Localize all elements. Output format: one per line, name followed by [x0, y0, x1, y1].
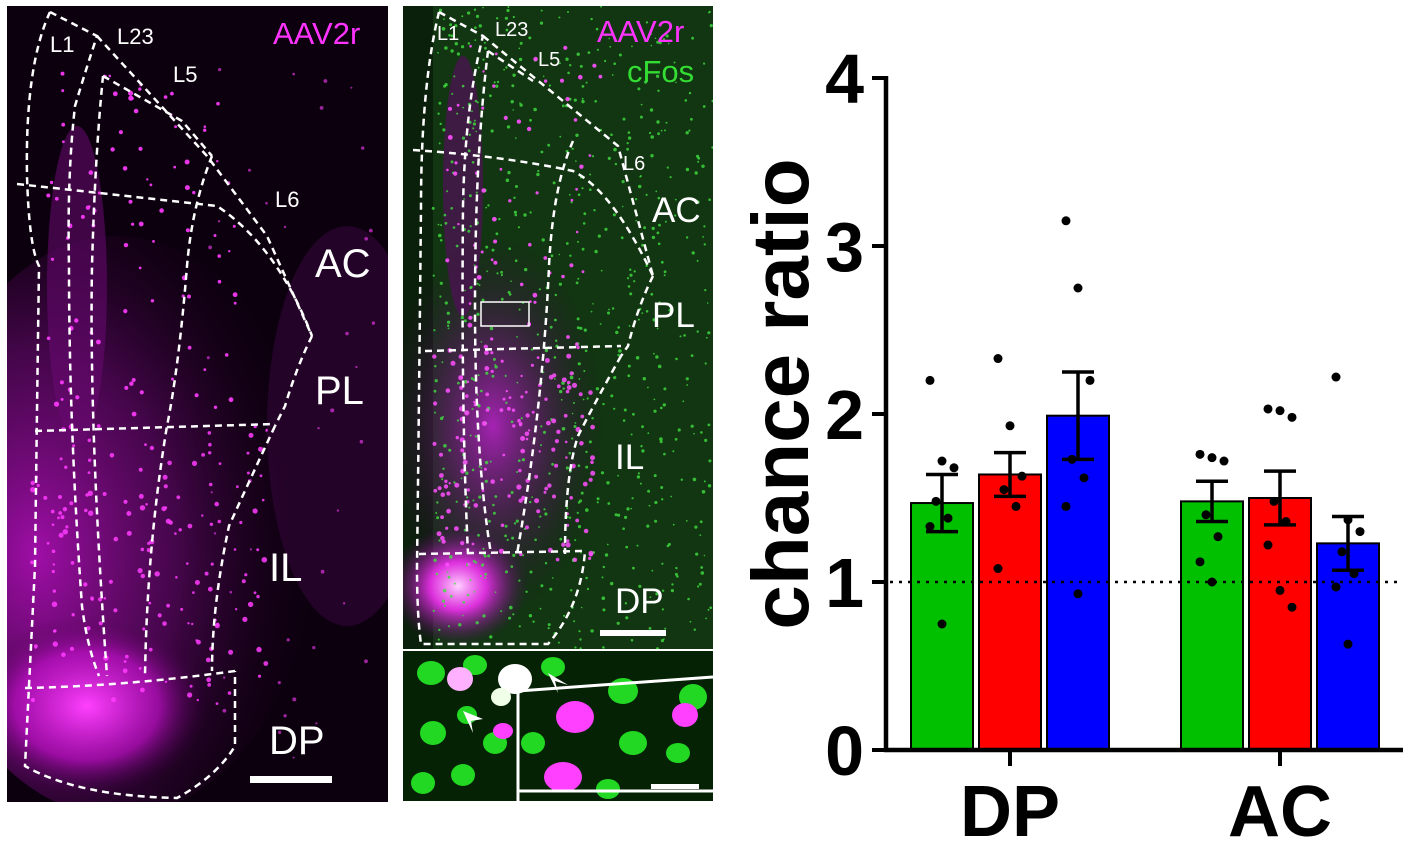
data-point [1011, 501, 1021, 511]
micrograph-aav2r-graphic [7, 6, 388, 802]
region-label-pl: PL [652, 296, 695, 335]
y-axis-label: chance ratio [736, 158, 825, 629]
data-point [1061, 216, 1071, 226]
data-point [1207, 577, 1217, 587]
data-point [1287, 602, 1297, 612]
marker-label-aav2r: AAV2r [273, 16, 361, 51]
data-point [937, 456, 947, 466]
data-point [925, 522, 935, 532]
data-point [1287, 412, 1297, 422]
layer-label-l1: L1 [437, 23, 460, 45]
data-point [1073, 589, 1083, 599]
data-point [1061, 501, 1071, 511]
layer-label-l23: L23 [117, 24, 154, 49]
data-point [1331, 582, 1341, 592]
bar [1180, 500, 1244, 751]
data-point [1067, 454, 1077, 464]
data-point [993, 564, 1003, 574]
marker-label-aav2r: AAV2r [597, 14, 685, 49]
bar [1248, 497, 1312, 751]
x-tick-label: AC [1228, 772, 1332, 846]
micrograph-aav2r-cfos: AAV2r cFos L1 L23 L5 L6 AC PL IL DP [403, 6, 713, 649]
data-point [931, 496, 941, 506]
layer-label-l5: L5 [173, 62, 198, 87]
layer-label-l1: L1 [50, 32, 75, 57]
y-tick-label: 3 [825, 208, 864, 286]
region-label-dp: DP [269, 719, 325, 763]
data-point [1275, 406, 1285, 416]
data-point [925, 375, 935, 385]
x-tick-label: DP [960, 772, 1060, 846]
data-point [1213, 532, 1223, 542]
data-point [937, 619, 947, 629]
data-point [1349, 569, 1359, 579]
marker-label-cfos: cFos [627, 54, 695, 89]
data-point [1079, 473, 1089, 483]
chance-ratio-chart: 0 1 2 3 4 DP AC chance ratio [720, 0, 1425, 851]
layer-label-l5: L5 [538, 49, 561, 71]
region-label-il: IL [615, 438, 645, 477]
data-point [949, 463, 959, 473]
y-tick-label: 4 [825, 40, 864, 118]
region-label-ac: AC [652, 191, 701, 230]
data-point [1343, 639, 1353, 649]
data-point [1005, 421, 1015, 431]
region-label-ac: AC [315, 242, 371, 286]
data-point [1263, 540, 1273, 550]
region-label-il: IL [269, 546, 303, 590]
data-point [1201, 510, 1211, 520]
data-point [943, 513, 953, 523]
data-point [1331, 372, 1341, 382]
layer-label-l23: L23 [495, 19, 529, 41]
data-point [1275, 585, 1285, 595]
region-label-pl: PL [315, 369, 364, 413]
data-point [1017, 471, 1027, 481]
y-tick-label: 1 [825, 544, 864, 622]
layer-label-l6: L6 [623, 153, 646, 175]
data-point [1207, 453, 1217, 463]
data-point [993, 354, 1003, 364]
y-tick-label: 0 [825, 712, 864, 790]
data-point [1337, 547, 1347, 557]
micrograph-aav2r: AAV2r L1 L23 L5 L6 AC PL IL DP [7, 6, 388, 802]
data-point [1355, 527, 1365, 537]
data-point [1073, 283, 1083, 293]
micrograph-aav2r-cfos-graphic [403, 6, 713, 649]
data-point [1195, 449, 1205, 459]
layer-label-l6: L6 [275, 187, 300, 212]
bar [978, 473, 1042, 751]
data-point [1281, 517, 1291, 527]
data-point [1263, 404, 1273, 414]
data-point [1343, 515, 1353, 525]
data-point [1269, 496, 1279, 506]
data-point [1219, 456, 1229, 466]
y-tick-label: 2 [825, 376, 864, 454]
data-point [1195, 557, 1205, 567]
micrograph-inset [403, 651, 713, 801]
region-label-dp: DP [615, 582, 664, 621]
data-point [999, 485, 1009, 495]
data-point [1085, 375, 1095, 385]
chart-svg: 0 1 2 3 4 DP AC chance ratio [736, 40, 1403, 851]
micrograph-inset-graphic [403, 651, 713, 801]
